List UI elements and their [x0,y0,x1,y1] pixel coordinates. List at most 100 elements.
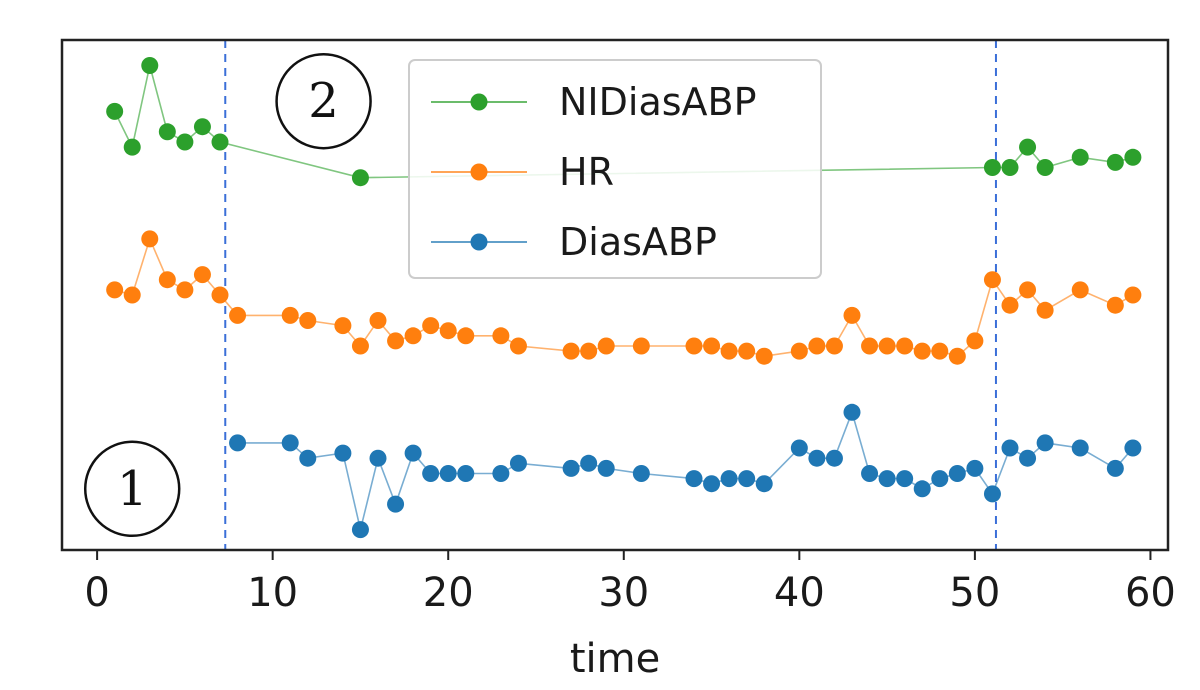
data-point [597,459,615,477]
data-point [422,465,440,482]
data-point [193,118,211,136]
data-point [351,337,369,355]
data-point [580,342,598,360]
data-point [123,138,141,156]
region-label-circle [83,440,181,538]
data-point [404,444,422,462]
data-point [966,332,984,350]
data-point [176,281,194,299]
data-point [738,470,756,488]
x-tick-label: 10 [247,570,298,616]
data-point [334,444,352,462]
data-point [861,337,879,355]
x-tick-label: 50 [949,570,1000,616]
x-axis-label: time [570,636,660,682]
data-point [229,306,247,324]
data-point [843,306,861,324]
x-axis: 0 10 20 30 40 50 60 [84,550,1176,616]
data-point [141,57,159,74]
data-point [106,281,124,299]
data-point [843,403,861,421]
legend-marker [470,163,488,181]
data-point [896,337,914,355]
data-point [141,230,159,248]
legend-marker [470,93,488,111]
data-point [878,470,896,488]
series-line [237,409,1134,530]
data-point [562,342,580,360]
legend-entry-nidiasabp: NIDiasABP [431,80,757,124]
legend-marker [470,233,488,251]
legend-label: HR [559,150,614,194]
data-point [1124,148,1142,166]
series-hr [106,230,1142,365]
x-tick-label: 60 [1125,570,1176,616]
data-point [931,342,949,360]
data-point [351,521,369,539]
data-point [948,347,966,365]
data-point [1036,301,1054,319]
data-point [1071,439,1089,457]
data-point [738,342,756,360]
data-point [1071,148,1089,166]
data-point [193,266,211,284]
data-point [878,337,896,355]
data-point [808,337,826,355]
data-point [597,337,615,355]
series-nidiasabp [106,57,1142,187]
data-point [158,271,176,289]
data-point [106,102,124,120]
data-point [229,434,247,452]
region-label-2: 2 [275,52,372,150]
data-point [720,470,738,488]
data-point [1106,459,1124,477]
data-point [492,327,510,345]
data-point [720,342,738,360]
data-point [1106,296,1124,314]
data-point [790,342,808,360]
legend-box [408,59,822,279]
data-point [685,470,703,488]
legend-label: DiasABP [559,220,717,264]
plot-frame [60,38,1170,552]
data-point [492,465,510,482]
region-label-text: 1 [117,461,148,517]
data-point [983,485,1001,503]
data-point [281,306,299,324]
data-point [1124,286,1142,304]
data-point [457,465,475,482]
data-point [369,449,387,467]
data-point [281,434,299,452]
series-diasabp [229,403,1142,539]
plot-area: 12 [83,40,1142,550]
x-tick-label: 30 [598,570,649,616]
region-label-text: 2 [308,73,339,129]
data-point [755,475,773,493]
data-point [176,133,194,151]
data-point [703,475,721,493]
data-point [825,337,843,355]
data-point [334,317,352,335]
x-tick-label: 40 [774,570,825,616]
data-point [632,465,650,482]
region-label-1: 1 [83,440,181,538]
data-point [790,439,808,457]
data-point [439,322,457,340]
legend-entry-diasabp: DiasABP [431,220,717,264]
data-point [509,454,527,472]
data-point [457,327,475,345]
data-point [1124,439,1142,457]
data-point [913,480,931,498]
data-point [422,317,440,335]
data-point [509,337,527,355]
data-point [1071,281,1089,299]
data-point [861,465,879,482]
data-point [299,449,317,467]
data-point [211,286,229,304]
data-point [1036,434,1054,452]
data-point [1036,159,1054,176]
data-point [948,465,966,482]
data-point [983,159,1001,176]
region-label-circle [275,52,372,150]
data-point [966,459,984,477]
